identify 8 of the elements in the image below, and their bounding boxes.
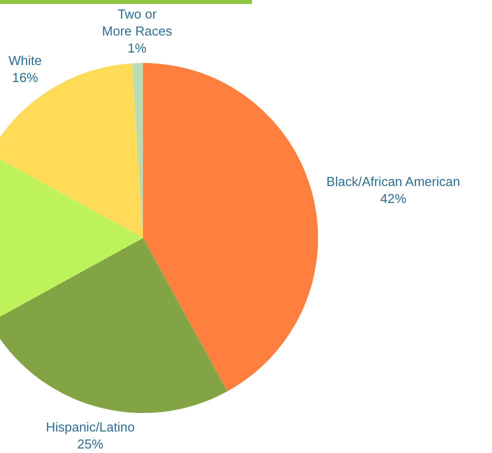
data-label: 42% — [380, 191, 407, 206]
data-label: 25% — [77, 436, 104, 452]
slice-label: Hispanic/Latino — [46, 420, 135, 435]
data-label: 16% — [12, 70, 39, 85]
data-label: 1% — [128, 40, 147, 56]
slice-label: Two or More Races — [102, 6, 173, 39]
slice-label: Black/African American — [326, 174, 460, 190]
slice-label: White — [8, 53, 42, 68]
